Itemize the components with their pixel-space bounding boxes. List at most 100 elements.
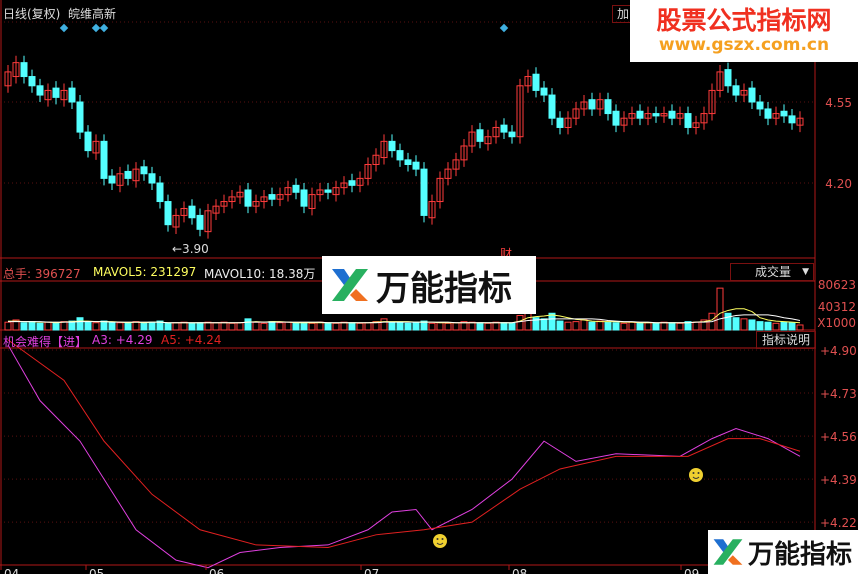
candle-down [532,73,540,91]
volume-bar [108,321,116,331]
volume-bar [436,322,444,331]
volume-bar [148,321,156,331]
candle-up [460,145,468,161]
candle-down [52,87,60,98]
volume-bar [444,322,452,331]
smiley-mouth [692,476,700,479]
candle-down [788,115,796,124]
center-logo-watermark: 万能指标 [322,256,536,314]
candle-down [404,159,412,166]
candle-up [340,182,348,189]
volume-bar [780,321,788,331]
candle-down [36,85,44,96]
date-tick-label: 07 [364,567,379,574]
volume-bar [556,320,564,331]
volume-bar [620,322,628,331]
corner-logo-watermark: 万能指标 [708,530,858,574]
candle-down [780,110,788,117]
candle-up [436,177,444,203]
indicator-tick-label: +4.22 [820,516,857,530]
mavol10-line [8,314,801,324]
candle-up [492,126,500,138]
total-volume-label: 总手: 396727 [3,267,81,281]
indicator-tick-label: +4.39 [820,473,857,487]
volume-bar [28,321,36,331]
indicator-help-button[interactable]: 指标说明 [756,331,816,349]
y-tick-label: 4.20 [825,177,852,191]
volume-bar [388,321,396,331]
candle-down [724,69,732,87]
volume-bar [532,317,540,331]
volume-bar [540,318,548,331]
candle-up [252,201,260,207]
candle-down [756,101,764,110]
date-tick-label: 04 [4,567,19,574]
chevron-down-icon: ▼ [802,267,809,277]
volume-bar [196,322,204,331]
smiley-icon [689,468,703,482]
candle-down [28,76,36,87]
smiley-eye [441,538,444,540]
candle-down [612,110,620,126]
volume-bar [212,322,220,331]
a5-label: A5: +4.24 [161,333,222,347]
volume-bar [500,322,508,331]
volume-bar [484,322,492,331]
candle-up [92,140,100,154]
candle-down [244,189,252,207]
indicator-tick-label: +4.90 [820,344,857,358]
candle-up [332,187,340,196]
volume-bar [604,321,612,331]
smiley-face [689,468,703,482]
logo-text: 万能指标 [376,268,512,309]
volume-bar [268,321,276,331]
logo-text: 万能指标 [748,539,853,570]
volume-bar [612,322,620,331]
candle-up [692,122,700,128]
candle-down [652,113,660,117]
volume-bar [356,322,364,331]
candle-up [796,117,804,126]
candle-up [660,113,668,117]
volume-bar [308,322,316,331]
smiley-mouth [436,542,444,545]
volume-bar [164,322,172,331]
indicator-tick-label: +4.56 [820,430,857,444]
volume-bar [756,321,764,331]
candle-up [444,168,452,179]
stock-name: 皖维高新 [68,7,117,21]
volume-bar [76,317,84,331]
signal-diamond-icon [499,23,509,33]
logo-icon [713,539,743,565]
volume-bar [20,322,28,331]
volume-bar [172,322,180,331]
volume-tick-label: 40312 [818,300,856,314]
volume-bar [580,319,588,331]
volume-bar [548,312,556,331]
candle-down [508,131,516,138]
volume-bar [244,318,252,331]
candle-up [700,113,708,124]
signal-diamond-icon [59,23,69,33]
candle-up [204,210,212,233]
candle-up [308,194,316,209]
volume-bar [52,322,60,331]
volume-bar [284,321,292,331]
volume-bar [564,321,572,331]
candle-down [140,166,148,175]
signal-diamond-icon [91,23,101,33]
volume-bar [700,319,708,331]
volume-bar [732,317,740,331]
candle-up [116,173,124,186]
indicator-selector[interactable]: 成交量 ▼ [730,263,814,281]
candle-down [604,99,612,115]
candle-up [60,89,68,101]
volume-bar [684,321,692,331]
candle-down [108,175,116,184]
candle-up [428,201,436,219]
candle-up [772,113,780,119]
candle-down [148,173,156,184]
candle-down [500,124,508,133]
volume-bar [476,322,484,331]
